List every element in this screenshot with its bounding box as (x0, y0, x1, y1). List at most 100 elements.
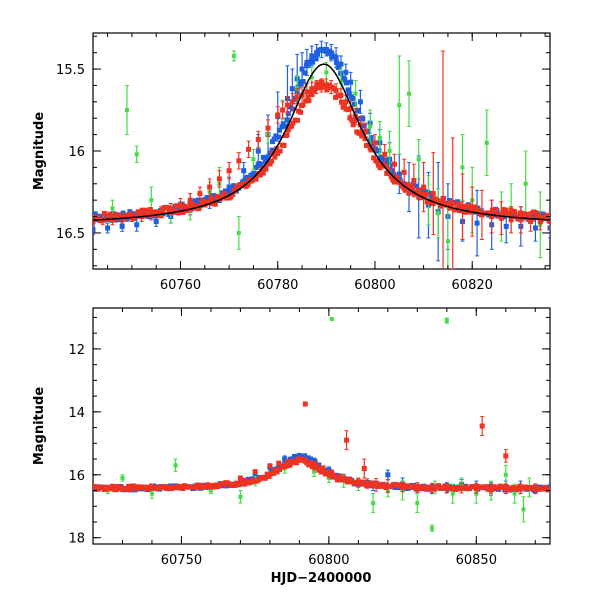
top-red-cloud-point (219, 194, 225, 200)
bottom-y-axis-title: Magnitude (32, 387, 47, 466)
top-red-point (197, 191, 203, 197)
bottom-y-tick-label: 18 (68, 532, 85, 547)
top-blue-cloud-point (276, 134, 282, 140)
bottom-red-point (429, 485, 435, 491)
top-red-cloud-point (153, 209, 159, 215)
top-blue-cloud-point (376, 147, 382, 153)
top-red-cloud-point (385, 167, 391, 173)
top-red-cloud-point (269, 158, 275, 164)
bottom-red-cloud-point (126, 483, 132, 489)
top-blue-cloud-point (282, 123, 288, 129)
top-red-cloud-point (365, 142, 371, 148)
top-red-point (348, 105, 354, 111)
top-green-point (407, 91, 412, 96)
top-blue-cloud-point (365, 128, 371, 134)
top-blue-point (314, 50, 320, 56)
top-red-cloud-point (230, 191, 236, 197)
top-blue-point (323, 46, 329, 52)
top-red-point (528, 218, 534, 224)
top-red-cloud-point (438, 203, 444, 209)
top-blue-cloud-point (356, 116, 362, 122)
top-red-cloud-point (172, 208, 178, 214)
bottom-red-point (276, 460, 282, 466)
bottom-red-cloud-point (274, 469, 280, 475)
bottom-blue-point (385, 472, 391, 478)
bottom-green-point (474, 491, 479, 496)
top-red-cloud-point (93, 216, 99, 222)
top-red-point (338, 92, 344, 98)
top-red-cloud-point (416, 195, 422, 201)
top-panel: 60760 60780 60800 60820 15.5 16 16.5 Magnitude (32, 32, 551, 293)
bottom-red-point (414, 485, 420, 491)
top-red-cloud-point (457, 208, 463, 214)
top-red-cloud-point (305, 95, 311, 101)
bottom-red-cloud-point (212, 482, 218, 488)
top-red-cloud-point (406, 190, 412, 196)
top-blue-cloud-point (361, 123, 367, 129)
bottom-red-point (149, 485, 155, 491)
bottom-red-cloud-point (138, 484, 144, 490)
top-red-cloud-point (182, 203, 188, 209)
top-blue-cloud-point (271, 136, 277, 142)
top-red-cloud-point (472, 204, 478, 210)
bottom-red-cloud-point (277, 466, 283, 472)
top-red-cloud-point (405, 182, 411, 188)
bottom-y-tick-label: 12 (68, 343, 85, 358)
top-blue-point (255, 148, 261, 154)
bottom-blue-cloud-point (335, 473, 341, 479)
bottom-red-point (532, 486, 538, 492)
top-red-point (275, 112, 281, 118)
bottom-blue-point (311, 458, 317, 464)
top-red-point (246, 146, 252, 152)
top-red-cloud-point (340, 104, 346, 110)
bottom-red-cloud-point (547, 487, 550, 493)
top-red-cloud-point (393, 177, 399, 183)
bottom-red-point (479, 423, 485, 429)
bottom-red-point (311, 461, 317, 467)
top-blue-cloud-point (276, 127, 282, 133)
top-red-cloud-point (277, 148, 283, 154)
top-blue-cloud-point (355, 107, 361, 113)
bottom-red-point (364, 481, 370, 487)
bottom-red-point (267, 463, 273, 469)
top-green-point (236, 230, 241, 235)
top-red-cloud-point (500, 207, 506, 213)
bottom-red-cloud-point (421, 484, 427, 490)
top-red-cloud-point (410, 185, 416, 191)
top-red-cloud-point (274, 146, 280, 152)
top-blue-point (153, 218, 159, 224)
top-red-cloud-point (360, 133, 366, 139)
top-red-cloud-point (465, 203, 471, 209)
top-blue-point (105, 225, 111, 231)
bottom-red-point (164, 485, 170, 491)
top-red-cloud-point (180, 209, 186, 215)
bottom-red-point (347, 476, 353, 482)
top-red-cloud-point (241, 181, 247, 187)
top-blue-point (309, 53, 315, 59)
bottom-blue-point (252, 472, 258, 478)
top-blue-cloud-point (192, 198, 198, 204)
top-blue-cloud-point (279, 124, 285, 130)
top-blue-point (328, 50, 334, 56)
bottom-green-point (238, 494, 243, 499)
bottom-green-point (149, 491, 154, 496)
top-red-cloud-point (190, 202, 196, 208)
top-red-cloud-point (543, 215, 549, 221)
bottom-red-cloud-point (128, 486, 134, 492)
top-red-cloud-point (503, 207, 509, 213)
top-blue-point (134, 222, 140, 228)
top-red-cloud-point (415, 187, 421, 193)
bottom-green-point (120, 475, 125, 480)
top-blue-cloud-point (413, 183, 419, 189)
top-red-point (537, 218, 543, 224)
bottom-red-cloud-point (124, 486, 130, 492)
top-blue-cloud-point (260, 154, 266, 160)
top-red-cloud-point (294, 117, 300, 123)
top-blue-point (226, 184, 232, 190)
top-red-point (109, 217, 115, 223)
top-x-tick-label: 60780 (257, 278, 298, 293)
bottom-x-tick-label: 60750 (161, 553, 202, 568)
bottom-blue-point (296, 453, 302, 459)
top-red-cloud-point (352, 118, 358, 124)
